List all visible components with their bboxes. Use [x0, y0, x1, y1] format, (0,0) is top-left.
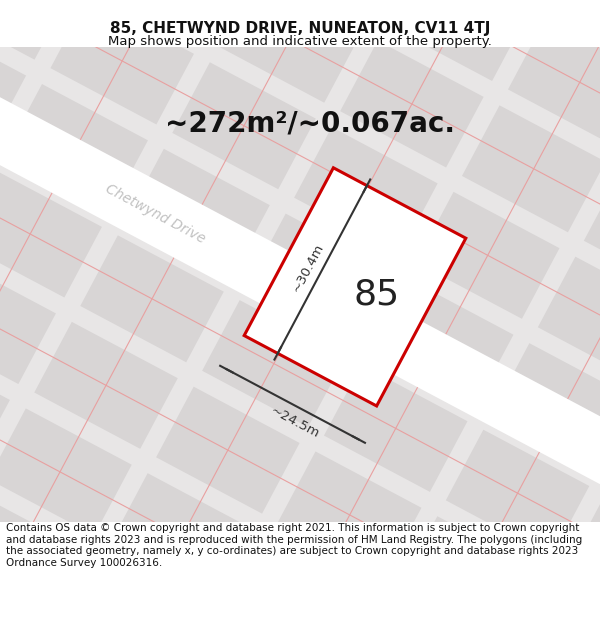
Polygon shape	[126, 149, 270, 276]
Polygon shape	[97, 0, 240, 38]
Text: 85, CHETWYND DRIVE, NUNEATON, CV11 4TJ: 85, CHETWYND DRIVE, NUNEATON, CV11 4TJ	[110, 21, 490, 36]
Polygon shape	[0, 408, 132, 536]
Polygon shape	[324, 365, 467, 492]
Text: ~272m²/~0.067ac.: ~272m²/~0.067ac.	[165, 110, 455, 138]
Polygon shape	[400, 516, 544, 625]
Polygon shape	[0, 581, 40, 625]
Polygon shape	[508, 19, 600, 146]
Polygon shape	[110, 473, 254, 600]
Polygon shape	[492, 343, 600, 470]
Polygon shape	[538, 257, 600, 384]
Polygon shape	[0, 344, 10, 471]
Polygon shape	[521, 581, 600, 625]
Polygon shape	[244, 168, 466, 406]
Text: Chetwynd Drive: Chetwynd Drive	[103, 182, 207, 246]
Polygon shape	[64, 560, 208, 625]
Polygon shape	[172, 62, 316, 189]
Polygon shape	[80, 236, 224, 362]
Polygon shape	[340, 41, 484, 168]
Polygon shape	[584, 170, 600, 297]
Polygon shape	[416, 192, 559, 319]
Polygon shape	[232, 538, 376, 625]
Polygon shape	[386, 0, 530, 81]
Polygon shape	[0, 257, 56, 384]
Polygon shape	[248, 214, 392, 341]
Polygon shape	[446, 430, 589, 557]
Polygon shape	[554, 0, 600, 59]
Polygon shape	[0, 19, 26, 146]
Polygon shape	[156, 387, 299, 514]
Polygon shape	[0, 171, 102, 298]
Polygon shape	[202, 300, 346, 427]
Polygon shape	[568, 494, 600, 621]
Polygon shape	[264, 0, 408, 16]
Polygon shape	[370, 278, 514, 406]
Text: Map shows position and indicative extent of the property.: Map shows position and indicative extent…	[108, 36, 492, 48]
Polygon shape	[218, 0, 362, 102]
Polygon shape	[294, 127, 437, 254]
Polygon shape	[354, 602, 497, 625]
Polygon shape	[278, 451, 421, 578]
Polygon shape	[0, 495, 86, 622]
Text: Contains OS data © Crown copyright and database right 2021. This information is : Contains OS data © Crown copyright and d…	[6, 523, 582, 568]
Polygon shape	[34, 322, 178, 449]
Polygon shape	[0, 0, 72, 59]
Text: 85: 85	[354, 278, 400, 312]
Text: ~24.5m: ~24.5m	[268, 404, 321, 441]
Text: ~30.4m: ~30.4m	[290, 241, 326, 294]
Polygon shape	[0, 0, 600, 582]
Polygon shape	[4, 84, 148, 211]
Polygon shape	[50, 0, 194, 124]
Polygon shape	[462, 106, 600, 232]
